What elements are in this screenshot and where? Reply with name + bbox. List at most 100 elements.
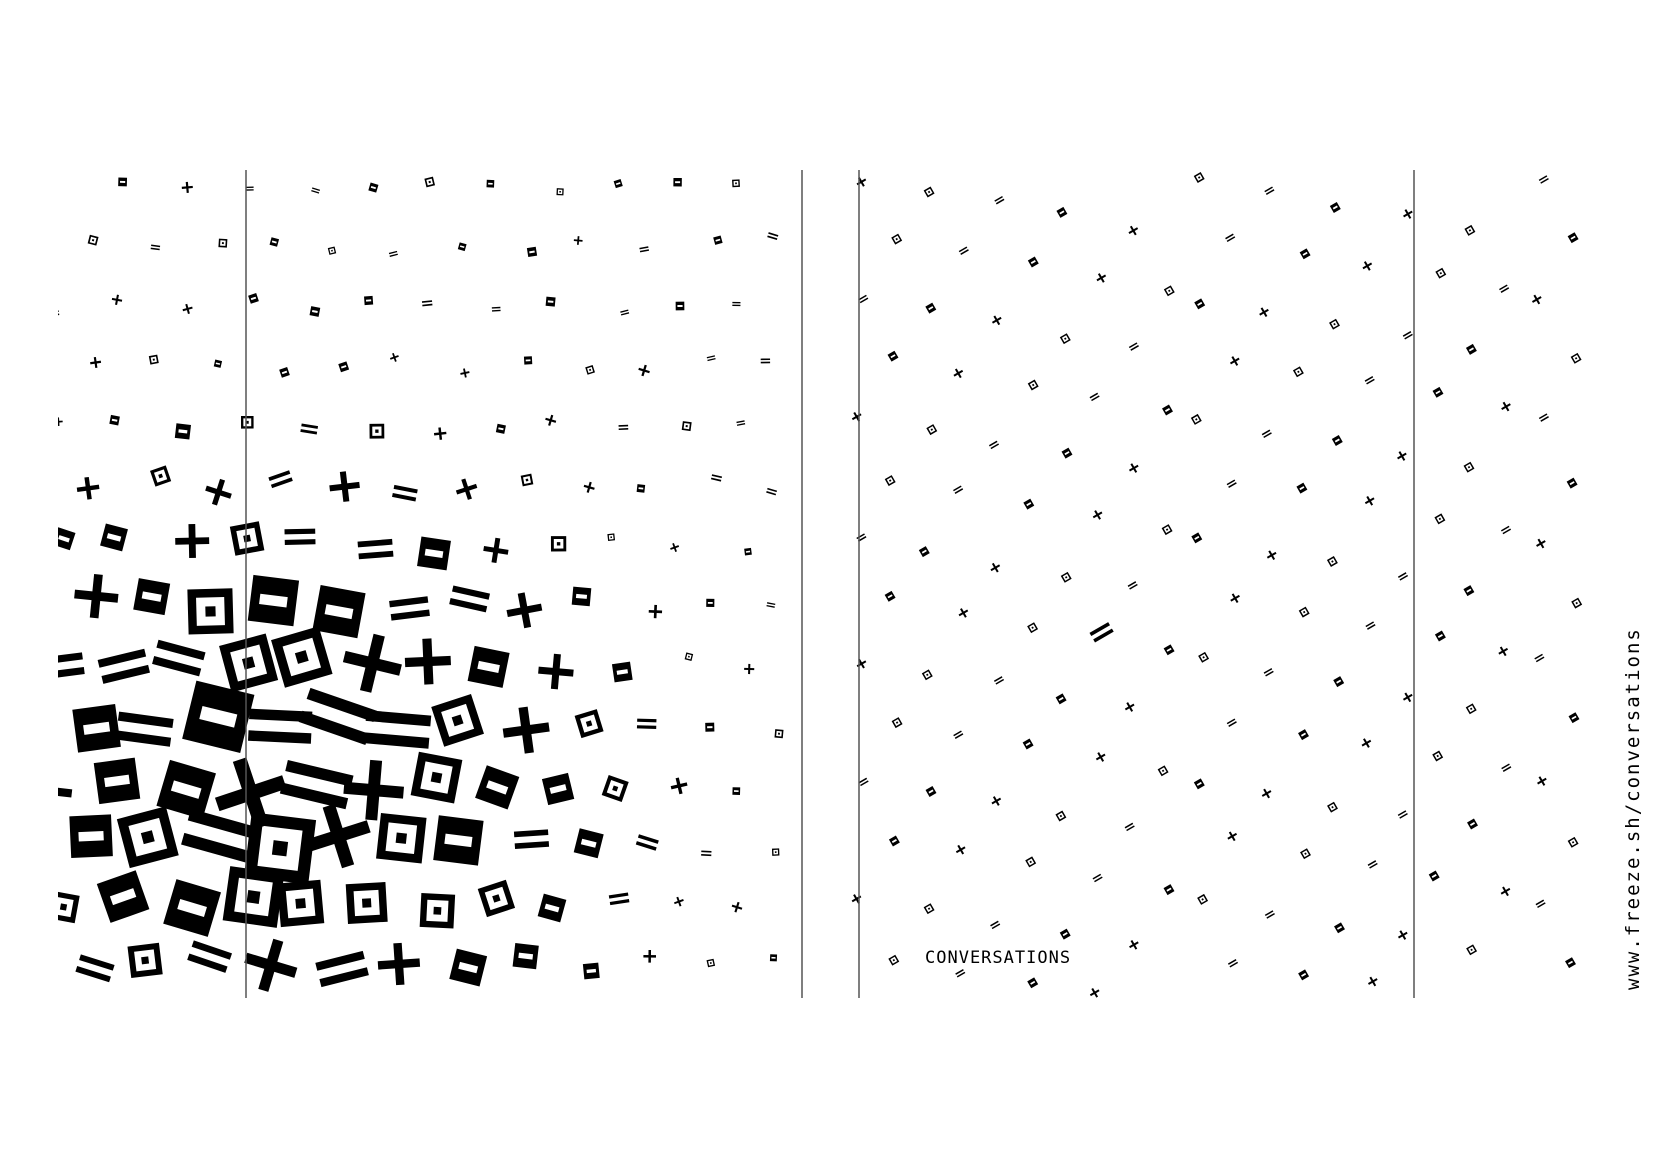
equals-glyph	[1129, 342, 1139, 350]
plus-glyph	[504, 590, 545, 631]
bar-square-glyph	[527, 247, 537, 257]
square-glyph	[149, 355, 159, 365]
plus-glyph	[574, 236, 583, 245]
equals-glyph	[1398, 572, 1408, 580]
bar-square-glyph	[1296, 483, 1307, 494]
square-glyph	[1432, 751, 1443, 762]
bar-square-glyph	[713, 235, 722, 244]
bar-square-glyph	[676, 302, 685, 311]
plus-glyph	[637, 363, 651, 377]
square-glyph	[1571, 353, 1582, 364]
square-glyph	[1435, 268, 1446, 279]
equals-glyph	[994, 676, 1004, 684]
plus-glyph	[648, 605, 662, 619]
square-glyph	[585, 365, 595, 375]
bar-square-glyph	[1056, 207, 1067, 218]
square-glyph	[431, 694, 484, 747]
equals-glyph	[449, 585, 490, 612]
plus-glyph	[582, 481, 596, 495]
plus-glyph	[389, 352, 400, 363]
square-glyph	[150, 465, 171, 486]
square-glyph	[885, 475, 896, 486]
bar-square-glyph	[1433, 387, 1444, 398]
plus-glyph	[377, 942, 422, 987]
bar-square-glyph	[109, 415, 120, 426]
equals-glyph	[620, 309, 629, 315]
equals-glyph	[280, 760, 354, 809]
square-glyph	[891, 234, 902, 245]
square-glyph	[1466, 944, 1477, 955]
equals-glyph	[1227, 479, 1237, 487]
plus-glyph	[90, 356, 102, 368]
plus-glyph	[1360, 736, 1374, 750]
equals-glyph	[1264, 186, 1274, 194]
bar-square-glyph	[513, 943, 539, 969]
equals-glyph	[514, 829, 549, 849]
bar-square-glyph	[612, 662, 633, 683]
equals-glyph	[994, 196, 1004, 204]
equals-glyph	[859, 778, 869, 786]
bar-square-glyph	[1568, 232, 1579, 243]
bar-square-glyph	[449, 949, 487, 987]
bar-square-glyph	[248, 293, 259, 304]
bar-square-glyph	[574, 828, 604, 858]
plus-glyph	[1127, 461, 1141, 475]
bar-square-glyph	[744, 548, 752, 556]
bar-square-glyph	[214, 360, 222, 368]
plus-glyph	[111, 294, 123, 306]
square-glyph	[230, 521, 265, 556]
bar-square-glyph	[1298, 969, 1309, 980]
bar-square-glyph	[310, 306, 321, 317]
equals-glyph	[422, 300, 433, 306]
plus-glyph	[433, 427, 447, 441]
equals-glyph	[492, 307, 501, 312]
square-glyph	[1194, 172, 1205, 183]
bar-square-glyph	[279, 367, 290, 378]
plus-glyph	[988, 561, 1002, 575]
plus-glyph	[76, 476, 101, 501]
bar-square-glyph	[1466, 344, 1477, 355]
square-glyph	[1025, 856, 1036, 867]
plus-glyph	[72, 572, 120, 620]
plus-glyph	[238, 933, 303, 998]
equals-glyph	[736, 420, 745, 426]
equals-glyph	[959, 246, 969, 254]
plus-glyph	[1265, 548, 1279, 562]
bar-square-glyph	[1028, 257, 1039, 268]
bar-square-glyph	[1567, 478, 1578, 489]
equals-glyph	[187, 940, 232, 973]
plus-glyph	[1499, 884, 1513, 898]
plus-glyph	[855, 657, 869, 671]
bar-square-glyph	[182, 681, 254, 753]
equals-glyph	[858, 295, 868, 303]
equals-glyph	[1501, 526, 1511, 534]
equals-glyph	[1501, 763, 1511, 771]
bar-square-glyph	[52, 527, 75, 550]
bar-square-glyph	[69, 814, 113, 858]
bar-square-glyph	[542, 773, 574, 805]
equals-glyph	[1125, 823, 1135, 831]
square-glyph	[1299, 607, 1310, 618]
equals-glyph	[1539, 175, 1549, 183]
equals-glyph	[766, 488, 777, 496]
square-glyph	[411, 752, 463, 804]
equals-glyph	[609, 892, 630, 905]
square-glyph	[277, 880, 324, 927]
bar-square-glyph	[496, 424, 506, 434]
plus-glyph	[482, 536, 510, 564]
square-glyph	[1060, 333, 1071, 344]
equals-glyph	[1534, 654, 1544, 662]
bar-square-glyph	[1300, 248, 1311, 259]
plus-glyph	[1094, 750, 1108, 764]
bar-square-glyph	[1467, 819, 1478, 830]
plus-glyph	[1499, 400, 1513, 414]
equals-glyph	[364, 710, 431, 749]
equals-glyph	[711, 474, 722, 481]
bar-square-glyph	[1162, 405, 1173, 416]
equals-glyph	[637, 719, 657, 729]
bar-square-glyph	[524, 356, 532, 364]
bar-square-glyph	[1060, 929, 1071, 940]
plus-glyph	[1360, 259, 1374, 273]
plus-glyph	[54, 417, 63, 426]
square-glyph	[1327, 556, 1338, 567]
